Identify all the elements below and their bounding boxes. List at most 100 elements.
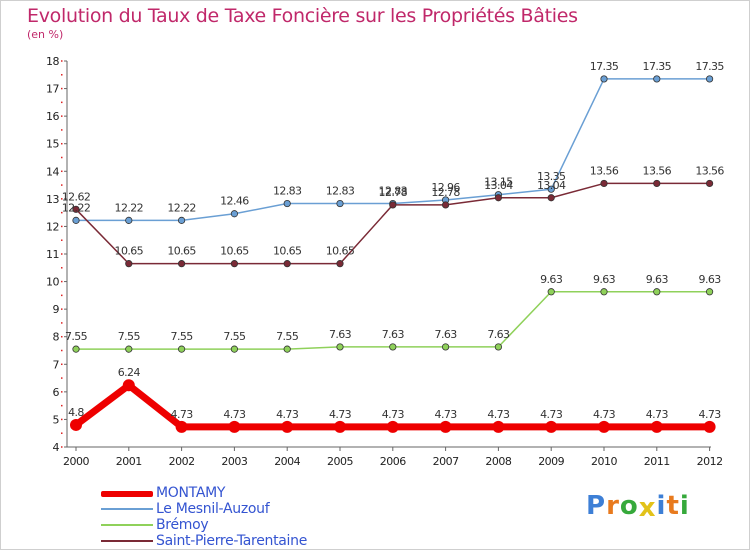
y-minor-mark <box>61 115 63 117</box>
data-label: 12.22 <box>115 201 144 214</box>
data-point <box>547 185 555 193</box>
data-label: 4.73 <box>699 408 722 421</box>
y-tick-label: 14 <box>46 165 59 178</box>
data-point <box>653 75 661 83</box>
y-tick-label: 7 <box>53 358 60 371</box>
data-label: 9.63 <box>646 273 669 286</box>
data-label: 9.63 <box>540 273 563 286</box>
y-minor-mark <box>61 60 63 62</box>
data-label: 13.56 <box>590 164 619 177</box>
x-tick-label: 2000 <box>63 455 89 468</box>
data-point <box>336 199 344 208</box>
y-minor-mark <box>61 432 63 434</box>
legend-swatch <box>101 540 153 542</box>
data-point <box>598 420 610 433</box>
data-label: 4.73 <box>540 408 563 421</box>
data-label: 17.35 <box>695 60 724 73</box>
data-label: 13.04 <box>537 179 566 192</box>
data-point <box>705 75 714 83</box>
data-label: 7.63 <box>382 328 405 341</box>
data-label: 7.55 <box>65 330 88 343</box>
y-minor-mark <box>61 294 63 297</box>
data-point <box>122 379 135 392</box>
y-minor-mark <box>61 363 63 366</box>
data-label: 7.63 <box>435 328 458 341</box>
y-minor-mark <box>61 170 63 173</box>
data-label: 4.73 <box>382 408 405 421</box>
y-tick-label: 18 <box>46 55 59 68</box>
y-minor-mark <box>61 349 63 352</box>
data-point <box>547 194 555 202</box>
data-label: 4.73 <box>593 408 616 421</box>
logo-letter: i <box>656 491 667 521</box>
data-label: 4.73 <box>223 408 246 421</box>
data-label: 12.78 <box>431 186 460 199</box>
data-point <box>494 343 502 351</box>
data-point <box>389 343 397 351</box>
data-point <box>230 210 238 218</box>
data-label: 12.83 <box>326 185 355 198</box>
data-point <box>545 420 558 433</box>
data-point <box>334 420 346 433</box>
x-tick-label: 2004 <box>274 455 300 468</box>
y-tick-label: 6 <box>53 386 60 399</box>
data-point <box>230 345 238 353</box>
y-tick-label: 16 <box>46 110 59 123</box>
data-label: 12.83 <box>379 185 408 198</box>
y-minor-mark <box>61 418 63 421</box>
data-point <box>283 260 291 268</box>
y-minor-mark <box>61 87 63 90</box>
data-label: 4.73 <box>171 408 194 421</box>
data-point <box>178 216 186 224</box>
data-label: 7.55 <box>171 330 194 343</box>
y-minor-mark <box>61 198 63 200</box>
x-tick-label: 2009 <box>538 455 564 468</box>
data-label: 17.35 <box>590 60 619 73</box>
legend-label: Saint-Pierre-Tarentaine <box>156 533 308 549</box>
data-point <box>72 205 80 213</box>
y-minor-mark <box>61 267 63 269</box>
y-minor-mark <box>61 253 63 255</box>
data-label: 12.96 <box>431 181 460 194</box>
legend-swatch <box>101 491 153 497</box>
y-minor-mark <box>61 184 63 186</box>
legend-label: Brémoy <box>156 517 209 533</box>
y-tick-label: 12 <box>46 220 59 233</box>
data-point <box>283 345 291 353</box>
x-tick-label: 2008 <box>485 455 511 468</box>
data-point <box>600 288 608 296</box>
logo-letter: o <box>619 491 639 521</box>
data-label: 17.35 <box>643 60 672 73</box>
x-tick-label: 2007 <box>433 455 459 468</box>
data-point <box>336 343 344 351</box>
data-label: 7.63 <box>329 328 352 341</box>
y-minor-mark <box>61 391 63 393</box>
y-minor-mark <box>61 129 63 131</box>
data-point <box>703 420 716 433</box>
legend-label: Le Mesnil-Auzouf <box>156 501 270 517</box>
y-minor-mark <box>61 404 63 407</box>
chart-subtitle: (en %) <box>27 28 64 41</box>
y-minor-mark <box>61 308 63 310</box>
y-tick-label: 8 <box>53 331 60 344</box>
data-label: 13.04 <box>484 179 513 192</box>
data-point <box>178 260 186 268</box>
data-point <box>336 260 344 268</box>
data-label: 4.73 <box>487 408 510 421</box>
proxiti-logo: Proxiti <box>586 491 690 523</box>
y-minor-mark <box>61 377 63 379</box>
data-label: 7.63 <box>487 328 510 341</box>
logo-letter: i <box>679 491 690 521</box>
logo-letter: r <box>606 491 620 521</box>
y-tick-label: 15 <box>46 138 59 151</box>
y-minor-mark <box>61 211 63 214</box>
data-label: 10.65 <box>273 245 302 258</box>
data-point <box>283 199 291 208</box>
data-label: 12.22 <box>62 201 91 214</box>
data-point <box>441 343 450 351</box>
data-point <box>705 179 714 188</box>
data-point <box>228 420 241 433</box>
legend-swatch <box>101 524 153 526</box>
data-point <box>125 216 133 224</box>
